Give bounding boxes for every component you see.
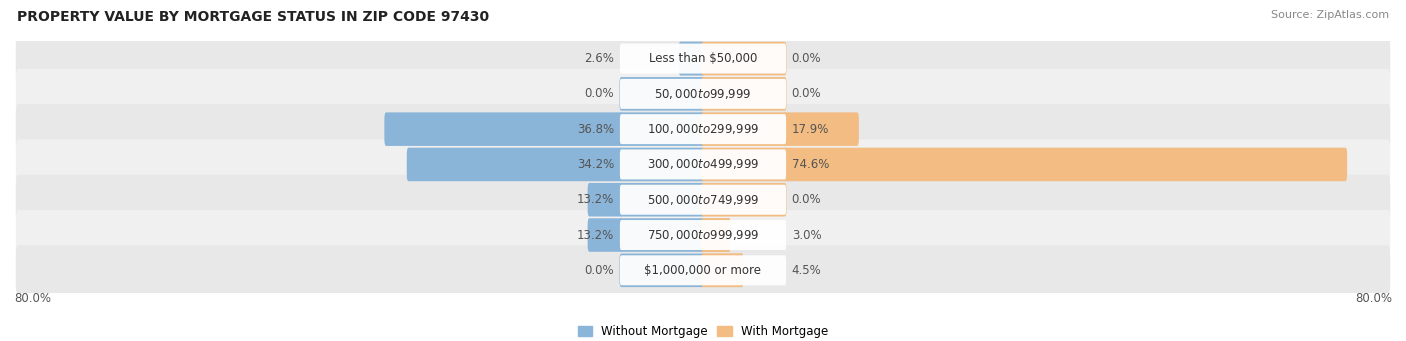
FancyBboxPatch shape bbox=[620, 149, 786, 179]
Text: 36.8%: 36.8% bbox=[578, 123, 614, 136]
FancyBboxPatch shape bbox=[620, 183, 704, 217]
Text: $100,000 to $299,999: $100,000 to $299,999 bbox=[647, 122, 759, 136]
FancyBboxPatch shape bbox=[15, 175, 1391, 225]
FancyBboxPatch shape bbox=[620, 148, 704, 181]
Text: 2.6%: 2.6% bbox=[585, 52, 614, 65]
FancyBboxPatch shape bbox=[15, 210, 1391, 260]
FancyBboxPatch shape bbox=[384, 113, 623, 146]
FancyBboxPatch shape bbox=[702, 148, 786, 181]
Text: 0.0%: 0.0% bbox=[585, 87, 614, 100]
Text: 0.0%: 0.0% bbox=[792, 52, 821, 65]
FancyBboxPatch shape bbox=[406, 148, 623, 181]
FancyBboxPatch shape bbox=[15, 69, 1391, 119]
FancyBboxPatch shape bbox=[679, 42, 704, 75]
FancyBboxPatch shape bbox=[620, 220, 786, 250]
FancyBboxPatch shape bbox=[702, 254, 744, 287]
FancyBboxPatch shape bbox=[588, 218, 623, 252]
Text: Less than $50,000: Less than $50,000 bbox=[648, 52, 758, 65]
Text: $500,000 to $749,999: $500,000 to $749,999 bbox=[647, 193, 759, 207]
Text: 80.0%: 80.0% bbox=[14, 292, 51, 305]
FancyBboxPatch shape bbox=[620, 185, 786, 215]
FancyBboxPatch shape bbox=[783, 113, 859, 146]
Text: $50,000 to $99,999: $50,000 to $99,999 bbox=[654, 87, 752, 101]
Text: PROPERTY VALUE BY MORTGAGE STATUS IN ZIP CODE 97430: PROPERTY VALUE BY MORTGAGE STATUS IN ZIP… bbox=[17, 10, 489, 24]
FancyBboxPatch shape bbox=[620, 79, 786, 109]
FancyBboxPatch shape bbox=[620, 254, 704, 287]
Text: 0.0%: 0.0% bbox=[792, 193, 821, 206]
Text: 3.0%: 3.0% bbox=[792, 228, 821, 241]
Text: $300,000 to $499,999: $300,000 to $499,999 bbox=[647, 158, 759, 172]
FancyBboxPatch shape bbox=[620, 113, 704, 146]
FancyBboxPatch shape bbox=[679, 42, 704, 75]
FancyBboxPatch shape bbox=[15, 33, 1391, 84]
FancyBboxPatch shape bbox=[15, 104, 1391, 154]
Text: 17.9%: 17.9% bbox=[792, 123, 830, 136]
FancyBboxPatch shape bbox=[620, 77, 704, 110]
FancyBboxPatch shape bbox=[783, 148, 1347, 181]
FancyBboxPatch shape bbox=[620, 218, 704, 252]
Text: 0.0%: 0.0% bbox=[792, 87, 821, 100]
Text: 74.6%: 74.6% bbox=[792, 158, 830, 171]
FancyBboxPatch shape bbox=[620, 44, 786, 74]
Text: $750,000 to $999,999: $750,000 to $999,999 bbox=[647, 228, 759, 242]
FancyBboxPatch shape bbox=[702, 254, 744, 287]
Text: 0.0%: 0.0% bbox=[585, 264, 614, 277]
Legend: Without Mortgage, With Mortgage: Without Mortgage, With Mortgage bbox=[574, 321, 832, 341]
FancyBboxPatch shape bbox=[702, 218, 731, 252]
FancyBboxPatch shape bbox=[702, 113, 786, 146]
FancyBboxPatch shape bbox=[702, 42, 786, 75]
Text: $1,000,000 or more: $1,000,000 or more bbox=[644, 264, 762, 277]
FancyBboxPatch shape bbox=[15, 245, 1391, 295]
FancyBboxPatch shape bbox=[588, 183, 623, 217]
Text: 80.0%: 80.0% bbox=[1355, 292, 1392, 305]
FancyBboxPatch shape bbox=[620, 255, 786, 285]
FancyBboxPatch shape bbox=[620, 114, 786, 144]
Text: 13.2%: 13.2% bbox=[576, 228, 614, 241]
FancyBboxPatch shape bbox=[15, 139, 1391, 190]
Text: Source: ZipAtlas.com: Source: ZipAtlas.com bbox=[1271, 10, 1389, 20]
FancyBboxPatch shape bbox=[702, 183, 786, 217]
FancyBboxPatch shape bbox=[702, 218, 731, 252]
Text: 4.5%: 4.5% bbox=[792, 264, 821, 277]
FancyBboxPatch shape bbox=[702, 77, 786, 110]
Text: 13.2%: 13.2% bbox=[576, 193, 614, 206]
Text: 34.2%: 34.2% bbox=[576, 158, 614, 171]
